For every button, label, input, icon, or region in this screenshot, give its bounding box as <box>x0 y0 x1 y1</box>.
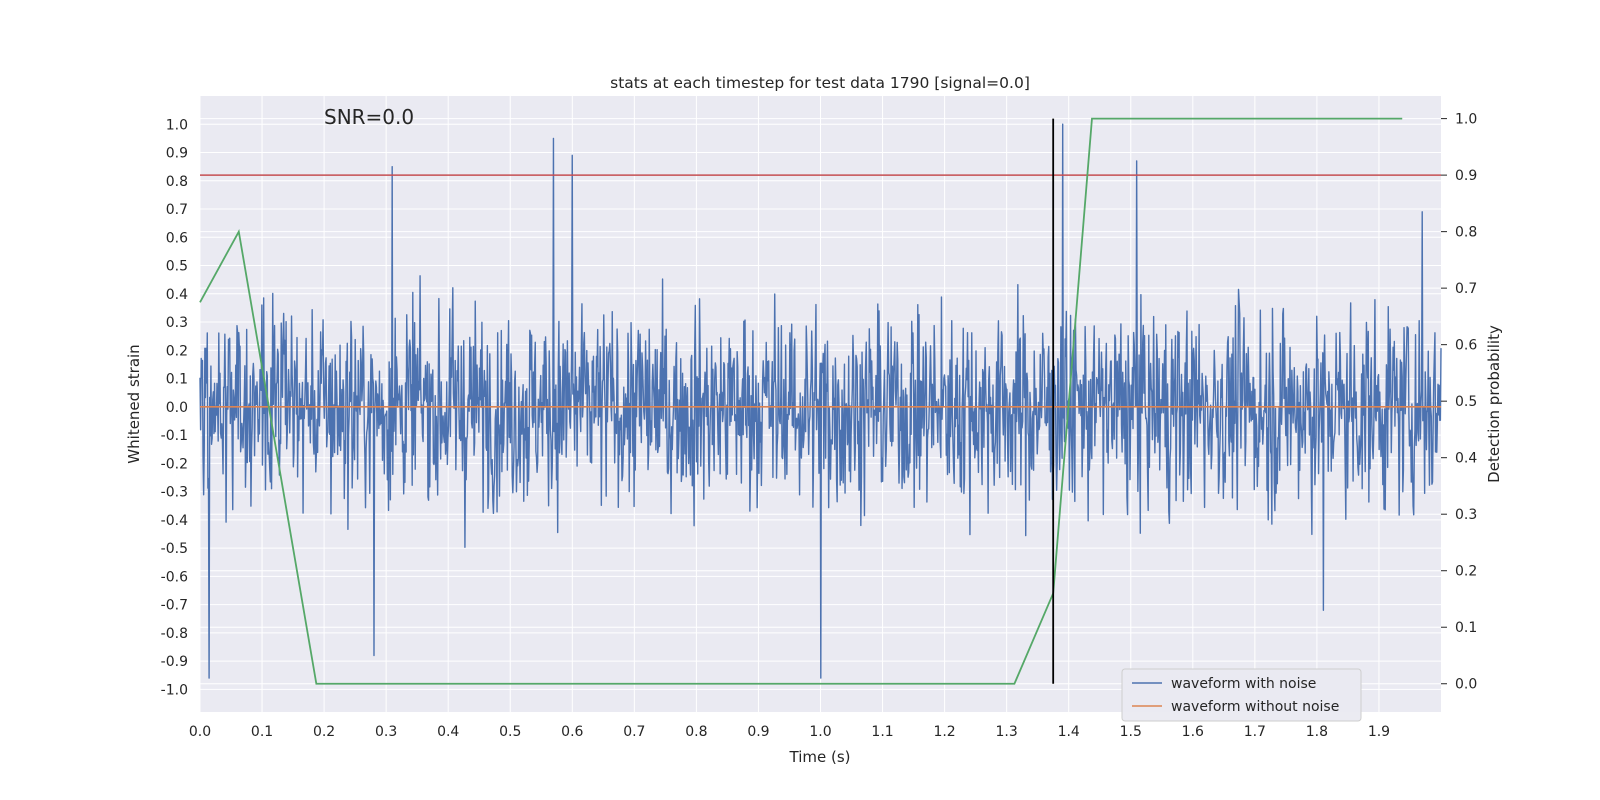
ticks: 0.0 0.1 0.2 0.3 0.4 0.5 0.6 0.7 0.8 0.9 1.0 1.1 1.2 1… <box>161 112 1478 740</box>
y-tick-label-left: 0.6 <box>166 230 188 246</box>
legend-entry-noise: waveform with noise <box>1171 676 1316 692</box>
y-tick-label-left: 0.2 <box>166 343 188 359</box>
y-tick-label-right: 0.2 <box>1455 564 1477 580</box>
y-tick-label-left: 0.8 <box>166 174 188 190</box>
y-tick-label-left: -0.1 <box>161 428 188 444</box>
y-tick-label-left: 0.9 <box>166 146 188 162</box>
y-tick-label-left: 1.0 <box>166 117 188 133</box>
y-tick-label-left: 0.4 <box>166 287 188 303</box>
x-tick-label: 1.2 <box>933 724 955 740</box>
y-tick-label-left: -0.3 <box>161 485 188 501</box>
x-tick-label: 1.6 <box>1182 724 1204 740</box>
x-tick-label: 0.2 <box>313 724 335 740</box>
x-tick-label: 0.7 <box>623 724 645 740</box>
y-tick-label-left: -0.4 <box>161 513 188 529</box>
x-tick-label: 1.5 <box>1120 724 1142 740</box>
legend-entry-clean: waveform without noise <box>1171 699 1339 715</box>
y-tick-label-left: 0.0 <box>166 400 188 416</box>
x-tick-label: 1.0 <box>809 724 831 740</box>
y-tick-label-left: 0.5 <box>166 259 188 275</box>
x-tick-label: 0.3 <box>375 724 397 740</box>
snr-annotation: SNR=0.0 <box>324 105 414 129</box>
x-tick-label: 1.1 <box>871 724 893 740</box>
legend: waveform with noise waveform without noi… <box>1121 668 1362 722</box>
y-tick-label-left: -0.5 <box>161 541 188 557</box>
y-tick-label-right: 0.8 <box>1455 225 1477 241</box>
x-tick-label: 1.4 <box>1058 724 1080 740</box>
y-tick-label-left: -0.6 <box>161 569 188 585</box>
x-tick-label: 0.5 <box>499 724 521 740</box>
chart-title: stats at each timestep for test data 179… <box>610 74 1030 92</box>
y-axis-label-left: Whitened strain <box>125 344 143 463</box>
y-tick-label-left: -1.0 <box>161 682 188 698</box>
y-tick-label-left: 0.7 <box>166 202 188 218</box>
series-line-detection-probability <box>199 117 1403 685</box>
x-tick-label: 0.8 <box>685 724 707 740</box>
y-tick-label-left: 0.1 <box>166 372 188 388</box>
y-tick-label-right: 0.3 <box>1455 507 1477 523</box>
x-tick-label: 1.3 <box>996 724 1018 740</box>
x-tick-label: 0.4 <box>437 724 459 740</box>
y-tick-label-right: 0.7 <box>1455 281 1477 297</box>
y-tick-label-left: -0.8 <box>161 626 188 642</box>
series-line-waveform-with-noise <box>199 123 1442 679</box>
y-tick-label-right: 0.9 <box>1455 168 1477 184</box>
y-tick-label-right: 0.4 <box>1455 451 1477 467</box>
y-tick-label-left: -0.2 <box>161 456 188 472</box>
y-tick-label-right: 0.1 <box>1455 620 1477 636</box>
x-tick-label: 0.9 <box>747 724 769 740</box>
x-tick-label: 1.7 <box>1244 724 1266 740</box>
x-axis-label: Time (s) <box>789 748 851 766</box>
y-tick-label-right: 0.0 <box>1455 677 1477 693</box>
x-tick-label: 0.6 <box>561 724 583 740</box>
series-layer <box>199 117 1442 685</box>
x-tick-label: 0.1 <box>251 724 273 740</box>
x-tick-label: 0.0 <box>189 724 211 740</box>
y-tick-label-left: 0.3 <box>166 315 188 331</box>
y-tick-label-left: -0.9 <box>161 654 188 670</box>
y-axis-label-right: Detection probability <box>1485 325 1503 483</box>
x-tick-label: 1.8 <box>1306 724 1328 740</box>
y-tick-label-right: 0.5 <box>1455 394 1477 410</box>
y-tick-label-left: -0.7 <box>161 598 188 614</box>
x-tick-label: 1.9 <box>1368 724 1390 740</box>
y-tick-label-right: 0.6 <box>1455 338 1477 354</box>
y-tick-label-right: 1.0 <box>1455 112 1477 128</box>
legend-box <box>1121 668 1362 722</box>
